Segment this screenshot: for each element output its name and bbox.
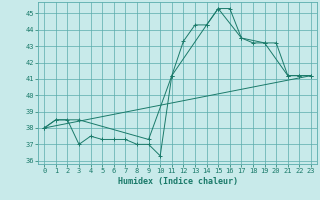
X-axis label: Humidex (Indice chaleur): Humidex (Indice chaleur) <box>118 177 238 186</box>
